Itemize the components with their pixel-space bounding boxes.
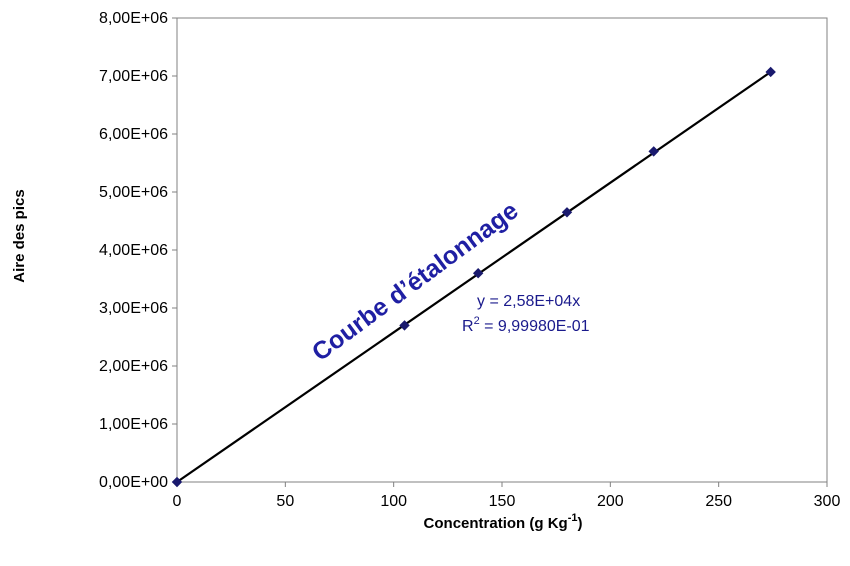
x-tick-label: 250 [705, 493, 732, 510]
y-tick-label: 0,00E+00 [99, 474, 168, 491]
y-tick-label: 7,00E+06 [99, 68, 168, 85]
x-axis-title-main: Concentration (g Kg [424, 515, 568, 532]
y-axis: 0,00E+00 1,00E+06 2,00E+06 3,00E+06 4,00E+06… [99, 10, 177, 491]
y-tick-label: 3,00E+06 [99, 300, 168, 317]
r2-value: = 9,99980E-01 [480, 318, 590, 335]
y-tick-label: 6,00E+06 [99, 126, 168, 143]
x-tick-label: 50 [276, 493, 294, 510]
data-point [171, 476, 183, 488]
x-axis-title: Concentration (g Kg-1) [424, 512, 583, 532]
x-tick-label: 0 [173, 493, 182, 510]
data-point [648, 146, 659, 157]
y-tick-label: 4,00E+06 [99, 242, 168, 259]
x-tick-label: 300 [814, 493, 841, 510]
x-tick-label: 150 [489, 493, 516, 510]
data-point [561, 207, 573, 218]
r2-sup: 2 [474, 315, 480, 327]
x-tick-label: 200 [597, 493, 624, 510]
r2-prefix: R [462, 318, 474, 335]
trendline-group [176, 71, 772, 483]
data-points [171, 66, 776, 488]
x-axis: 0 50 100 150 200 250 300 [173, 482, 841, 510]
trendline [176, 71, 772, 483]
plot-area [176, 17, 828, 483]
y-tick-label: 8,00E+06 [99, 10, 168, 27]
equation-label: y = 2,58E+04x [477, 293, 580, 310]
y-axis-title: Aire des pics [11, 189, 28, 282]
data-point [472, 267, 484, 279]
x-axis-title-sup: -1 [568, 512, 578, 524]
y-tick-label: 2,00E+06 [99, 358, 168, 375]
x-axis-title-close: ) [577, 515, 582, 532]
y-tick-label: 1,00E+06 [99, 416, 168, 433]
data-point [399, 320, 410, 331]
r2-label: R2 = 9,99980E-01 [462, 315, 590, 335]
y-tick-label: 5,00E+06 [99, 184, 168, 201]
x-tick-label: 100 [380, 493, 407, 510]
data-point [765, 66, 776, 78]
